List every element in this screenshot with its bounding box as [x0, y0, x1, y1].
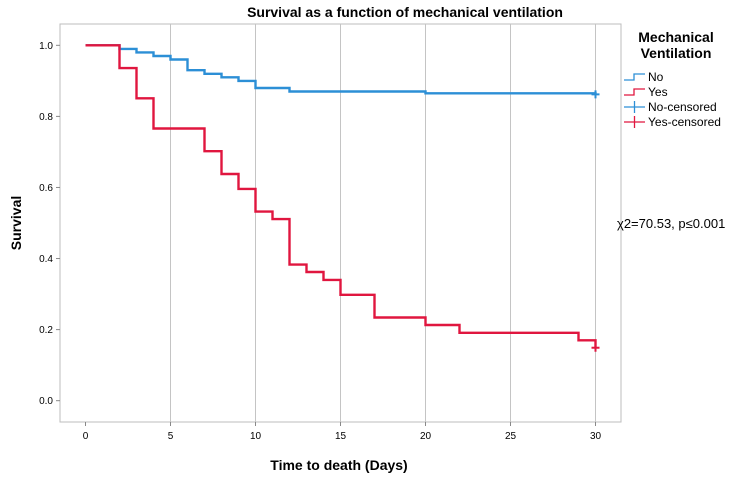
plot-area: 0 5 10 15 20 25 30 0.0 0.2 0.4 0.6 0.8 1.0: [39, 23, 622, 442]
survival-curve-yes: [85, 44, 597, 348]
legend-label-no-censored: No-censored: [648, 100, 717, 114]
y-tick-label: 0.8: [39, 112, 53, 123]
legend-swatch-yes: [624, 88, 645, 96]
y-tick-label: 0.6: [39, 183, 53, 194]
legend-label-no: No: [648, 70, 664, 84]
x-tick-label: 20: [420, 431, 432, 442]
x-tick-label: 25: [505, 431, 517, 442]
x-axis-label: Time to death (Days): [270, 457, 407, 473]
x-tick-label: 0: [83, 431, 89, 442]
survival-curve-no: [85, 44, 597, 95]
legend-title-line-2: Ventilation: [641, 45, 712, 61]
legend-title-line-1: Mechanical: [638, 29, 713, 45]
legend-label-yes: Yes: [648, 85, 668, 99]
legend-label-yes-censored: Yes-censored: [648, 115, 721, 129]
y-axis-label: Survival: [8, 196, 24, 250]
legend: Mechanical Ventilation NoYesNo-censoredY…: [624, 29, 721, 129]
x-tick-label: 15: [335, 431, 347, 442]
x-tick-label: 30: [590, 431, 602, 442]
x-tick-label: 10: [250, 431, 262, 442]
y-tick-label: 0.2: [39, 325, 53, 336]
legend-swatch-no: [624, 73, 645, 81]
x-tick-label: 5: [168, 431, 174, 442]
y-tick-label: 0.0: [39, 396, 53, 407]
chart-title: Survival as a function of mechanical ven…: [247, 4, 563, 20]
y-tick-label: 0.4: [39, 254, 53, 265]
chi-square-annotation: χ2=70.53, p≤0.001: [617, 216, 725, 231]
y-tick-label: 1.0: [39, 41, 53, 52]
